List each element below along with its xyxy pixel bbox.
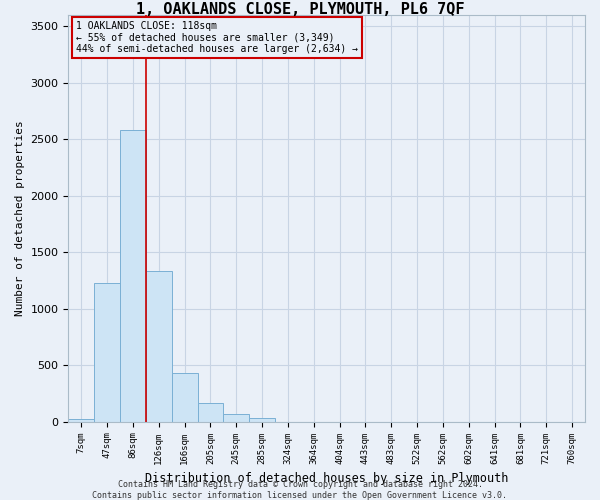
- Text: 1, OAKLANDS CLOSE, PLYMOUTH, PL6 7QF: 1, OAKLANDS CLOSE, PLYMOUTH, PL6 7QF: [136, 2, 464, 18]
- Bar: [146, 272, 172, 422]
- Bar: [249, 418, 275, 422]
- Bar: [197, 403, 223, 421]
- Bar: [223, 414, 249, 422]
- Bar: [94, 282, 120, 422]
- Text: Contains HM Land Registry data © Crown copyright and database right 2024.
Contai: Contains HM Land Registry data © Crown c…: [92, 480, 508, 500]
- Y-axis label: Number of detached properties: Number of detached properties: [15, 120, 25, 316]
- Text: 1 OAKLANDS CLOSE: 118sqm
← 55% of detached houses are smaller (3,349)
44% of sem: 1 OAKLANDS CLOSE: 118sqm ← 55% of detach…: [76, 21, 358, 54]
- Bar: [68, 420, 94, 422]
- Bar: [172, 373, 197, 422]
- X-axis label: Distribution of detached houses by size in Plymouth: Distribution of detached houses by size …: [145, 472, 508, 485]
- Bar: [120, 130, 146, 422]
